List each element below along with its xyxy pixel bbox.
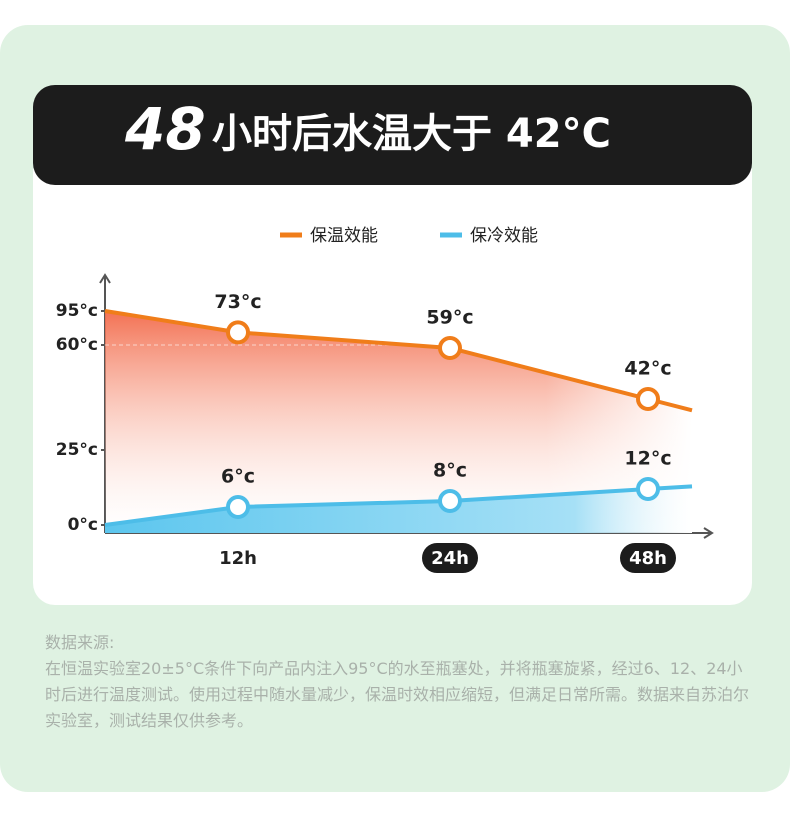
point: [226, 495, 250, 519]
y-tick-label: 0°c: [68, 515, 98, 535]
data-label: 59°c: [426, 307, 473, 329]
point: [636, 387, 660, 411]
point: [226, 320, 250, 345]
legend-label: 保冷效能: [470, 226, 538, 246]
source-note: 数据来源: 在恒温实验室20±5°C条件下向产品内注入95°C的水至瓶塞处，并将瓶…: [45, 630, 750, 734]
area: [105, 486, 692, 533]
x-tick-label: 12h: [219, 548, 257, 569]
x-axis-arrow: [703, 527, 714, 539]
x-tick-highlight: [422, 543, 478, 573]
x-tick-highlight: [620, 543, 676, 573]
data-label: 6°c: [221, 466, 255, 488]
source-text: 在恒温实验室20±5°C条件下向产品内注入95°C的水至瓶塞处，并将瓶塞旋紧，经…: [45, 659, 750, 730]
point: [636, 477, 660, 501]
point: [438, 489, 462, 513]
title-number: 48: [124, 95, 206, 163]
point: [438, 336, 462, 360]
data-label: 42°c: [624, 358, 671, 380]
y-tick-label: 95°c: [56, 301, 98, 321]
legend-label: 保温效能: [310, 226, 378, 246]
y-tick-label: 25°c: [56, 440, 98, 460]
x-tick-label: 48h: [629, 548, 667, 569]
title: 小时后水温大于 42°C: [212, 111, 611, 157]
x-tick-label: 24h: [431, 548, 469, 569]
y-axis-arrow: [99, 273, 111, 284]
area-fade: [105, 311, 692, 533]
source-label: 数据来源:: [45, 633, 115, 652]
data-label: 8°c: [433, 460, 467, 482]
title-bar: [33, 85, 752, 185]
data-label: 73°c: [214, 291, 261, 313]
y-tick-label: 60°c: [56, 335, 98, 355]
chart: 48 小时后水温大于 42°C 0°c 25°c 60°c 95°c 12h 24h 48h…: [33, 85, 752, 605]
data-label: 12°c: [624, 448, 671, 470]
